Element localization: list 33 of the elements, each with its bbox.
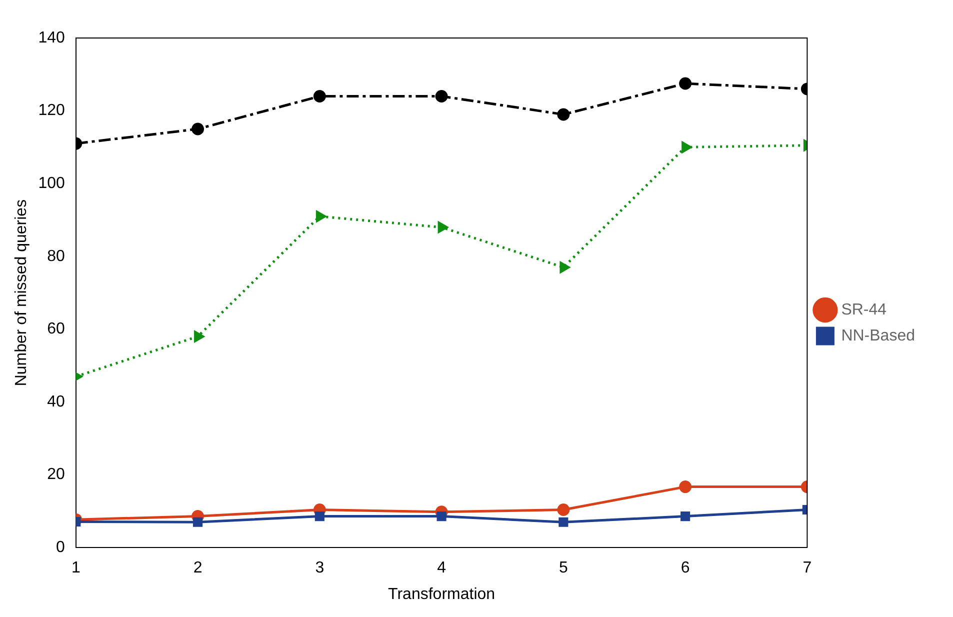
point [314,512,324,522]
y-tick-label: 120 [38,102,65,120]
x-tick-label: 7 [802,560,812,577]
y-tick-label: 60 [47,320,65,338]
x-tick-label: 1 [71,560,80,577]
point [192,122,204,136]
y-axis-title: Number of missed queries [13,199,30,386]
point [558,517,568,527]
x-tick-label: 3 [315,560,324,577]
point [557,108,570,121]
y-tick-label: 40 [47,393,65,410]
x-axis-title: Transformation [388,586,496,603]
point [679,77,692,90]
legend-label: NN-Based [841,327,916,344]
y-tick-label: 140 [38,29,65,46]
x-tick-label: 6 [680,560,690,577]
x-tick-label: 2 [193,560,202,577]
point [436,512,446,522]
point [316,210,326,222]
point [680,512,690,522]
y-tick-label: 0 [56,539,65,556]
y-tick-label: 20 [47,466,65,484]
y-tick-label: 80 [47,248,65,265]
point [194,330,204,342]
point [557,503,570,516]
x-tick-label: 4 [437,560,446,577]
x-tick-label: 5 [558,560,568,577]
y-tick-label: 100 [38,175,65,192]
point [438,222,448,233]
legend-label: SR-44 [841,301,887,318]
point [313,90,326,102]
point [435,90,448,102]
point [679,480,692,494]
